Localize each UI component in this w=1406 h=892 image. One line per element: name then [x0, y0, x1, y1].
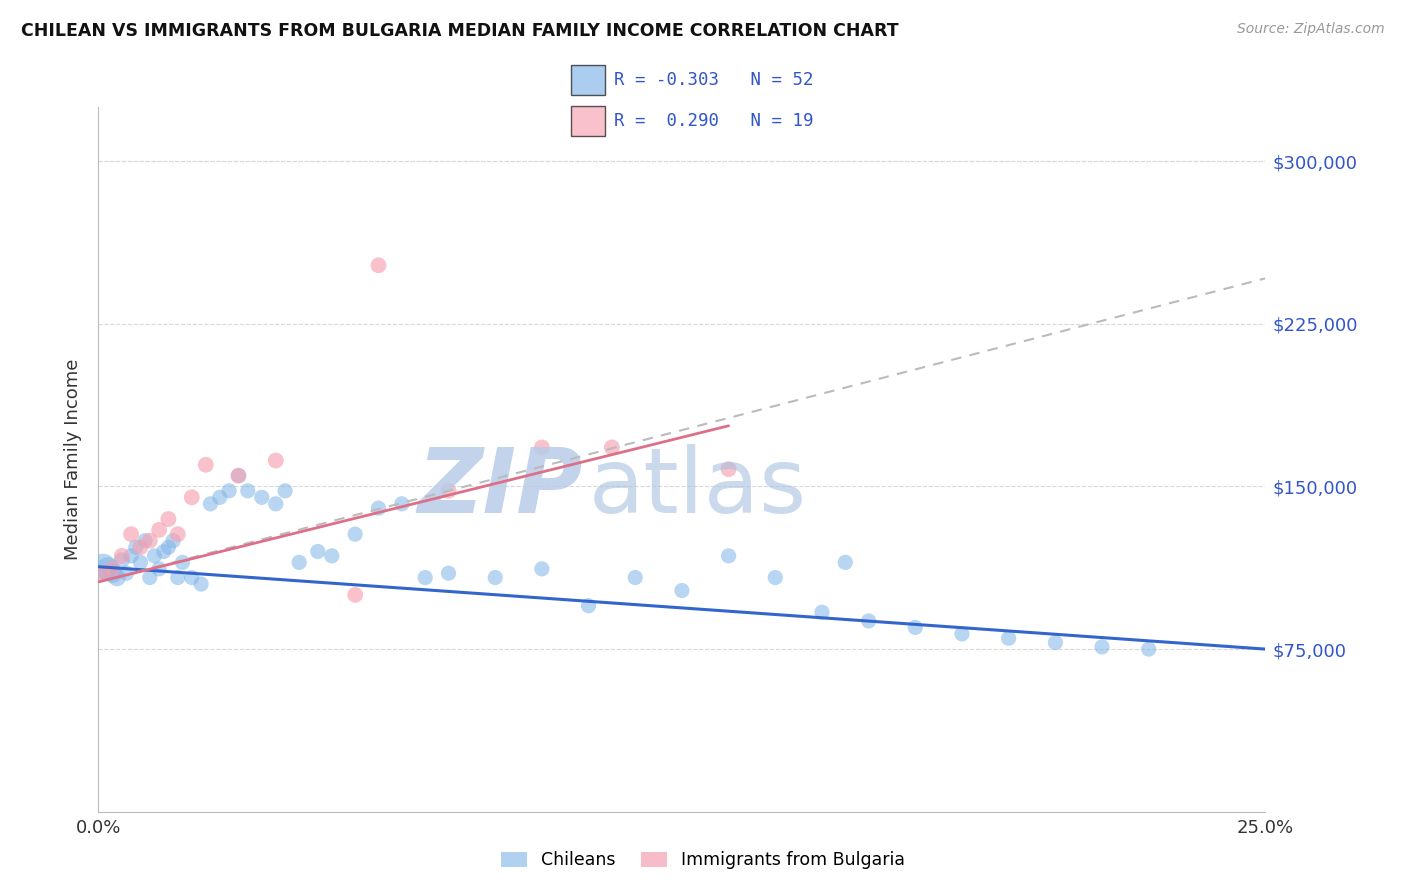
Point	[600, 441, 623, 455]
Point	[236, 483, 259, 498]
Point	[166, 570, 188, 584]
Point	[162, 533, 184, 548]
Point	[97, 562, 120, 576]
Point	[166, 527, 188, 541]
Point	[129, 540, 152, 554]
FancyBboxPatch shape	[571, 106, 605, 136]
Point	[148, 523, 170, 537]
Point	[143, 549, 166, 563]
Point	[413, 570, 436, 584]
Point	[129, 555, 152, 569]
Point	[811, 605, 834, 619]
Text: R = -0.303   N = 52: R = -0.303 N = 52	[614, 70, 813, 88]
Text: R =  0.290   N = 19: R = 0.290 N = 19	[614, 112, 813, 130]
Point	[950, 627, 973, 641]
Point	[120, 527, 142, 541]
Point	[484, 570, 506, 584]
Point	[264, 497, 287, 511]
Y-axis label: Median Family Income: Median Family Income	[65, 359, 83, 560]
Point	[91, 559, 114, 574]
Point	[200, 497, 222, 511]
Point	[437, 566, 460, 581]
Point	[391, 497, 413, 511]
Text: ZIP: ZIP	[418, 443, 582, 532]
Point	[125, 540, 148, 554]
Point	[530, 562, 553, 576]
Point	[367, 501, 389, 516]
Point	[208, 491, 231, 505]
Point	[858, 614, 880, 628]
Point	[1091, 640, 1114, 654]
Point	[437, 483, 460, 498]
Point	[321, 549, 343, 563]
Point	[190, 577, 212, 591]
Point	[288, 555, 311, 569]
Point	[717, 462, 740, 476]
Point	[904, 620, 927, 634]
Legend: Chileans, Immigrants from Bulgaria: Chileans, Immigrants from Bulgaria	[494, 845, 912, 876]
Text: Source: ZipAtlas.com: Source: ZipAtlas.com	[1237, 22, 1385, 37]
Point	[367, 258, 389, 272]
Point	[120, 549, 142, 563]
Point	[997, 632, 1019, 646]
Point	[344, 527, 367, 541]
Point	[228, 468, 250, 483]
Point	[228, 468, 250, 483]
Point	[671, 583, 693, 598]
Point	[157, 512, 180, 526]
Point	[218, 483, 240, 498]
Point	[152, 544, 174, 558]
Point	[624, 570, 647, 584]
Point	[307, 544, 329, 558]
Point	[139, 570, 162, 584]
Point	[111, 553, 134, 567]
Point	[101, 562, 124, 576]
Point	[763, 570, 786, 584]
Point	[134, 533, 156, 548]
Point	[717, 549, 740, 563]
Point	[148, 562, 170, 576]
Point	[172, 555, 194, 569]
Point	[101, 566, 124, 581]
Point	[111, 549, 134, 563]
Point	[578, 599, 600, 613]
Point	[1045, 635, 1067, 649]
Point	[115, 566, 138, 581]
Point	[180, 570, 202, 584]
Point	[344, 588, 367, 602]
Point	[91, 566, 114, 581]
Point	[834, 555, 856, 569]
Point	[139, 533, 162, 548]
Point	[1137, 642, 1160, 657]
FancyBboxPatch shape	[571, 65, 605, 95]
Point	[157, 540, 180, 554]
Text: CHILEAN VS IMMIGRANTS FROM BULGARIA MEDIAN FAMILY INCOME CORRELATION CHART: CHILEAN VS IMMIGRANTS FROM BULGARIA MEDI…	[21, 22, 898, 40]
Point	[250, 491, 273, 505]
Point	[180, 491, 202, 505]
Point	[194, 458, 217, 472]
Point	[105, 570, 128, 584]
Point	[264, 453, 287, 467]
Point	[530, 441, 553, 455]
Point	[274, 483, 297, 498]
Text: atlas: atlas	[589, 443, 807, 532]
